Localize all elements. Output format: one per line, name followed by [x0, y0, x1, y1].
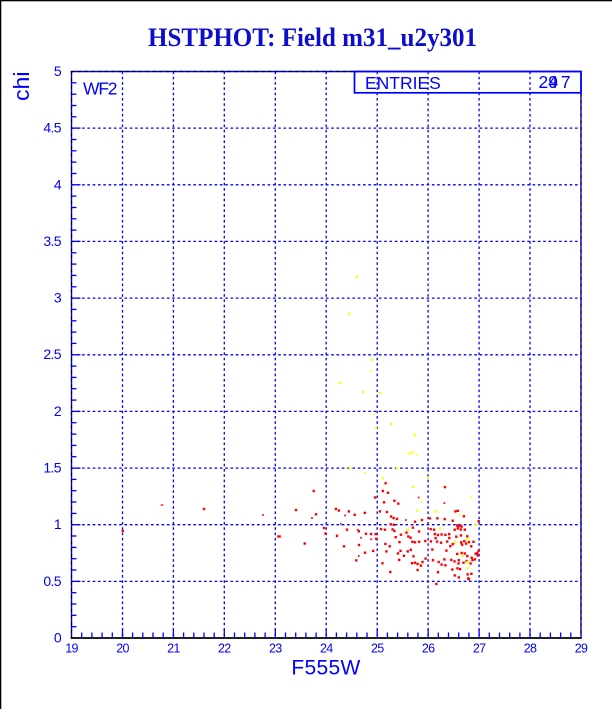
svg-text:22: 22 — [218, 642, 231, 656]
svg-text:20: 20 — [116, 642, 129, 656]
svg-text:25: 25 — [371, 642, 384, 656]
svg-text:9: 9 — [548, 72, 558, 92]
svg-text:0.5: 0.5 — [43, 573, 61, 589]
svg-text:29: 29 — [575, 642, 588, 656]
svg-text:27: 27 — [473, 642, 486, 656]
svg-text:23: 23 — [269, 642, 282, 656]
svg-text:4.5: 4.5 — [43, 120, 61, 136]
svg-text:24: 24 — [320, 642, 333, 656]
svg-text:28: 28 — [524, 642, 537, 656]
svg-text:19: 19 — [65, 642, 78, 656]
svg-text:7: 7 — [561, 72, 571, 92]
svg-text:2: 2 — [539, 72, 549, 92]
svg-text:0: 0 — [54, 630, 62, 646]
svg-text:21: 21 — [167, 642, 180, 656]
svg-text:3.5: 3.5 — [43, 233, 61, 249]
svg-text:ENTRIES: ENTRIES — [365, 73, 441, 93]
svg-text:F555W: F555W — [291, 657, 360, 680]
svg-text:2.5: 2.5 — [43, 346, 61, 362]
svg-text:3: 3 — [54, 290, 62, 306]
svg-text:5: 5 — [54, 63, 62, 79]
svg-text:1.5: 1.5 — [43, 460, 61, 476]
svg-text:1: 1 — [54, 516, 62, 532]
svg-text:26: 26 — [422, 642, 435, 656]
svg-text:chi: chi — [9, 72, 34, 102]
svg-text:2: 2 — [54, 403, 62, 419]
svg-text:4: 4 — [548, 72, 558, 92]
svg-text:HSTPHOT: Field m31_u2y301: HSTPHOT: Field m31_u2y301 — [148, 23, 477, 52]
svg-text:WF2: WF2 — [83, 79, 117, 99]
svg-text:4: 4 — [54, 176, 62, 192]
